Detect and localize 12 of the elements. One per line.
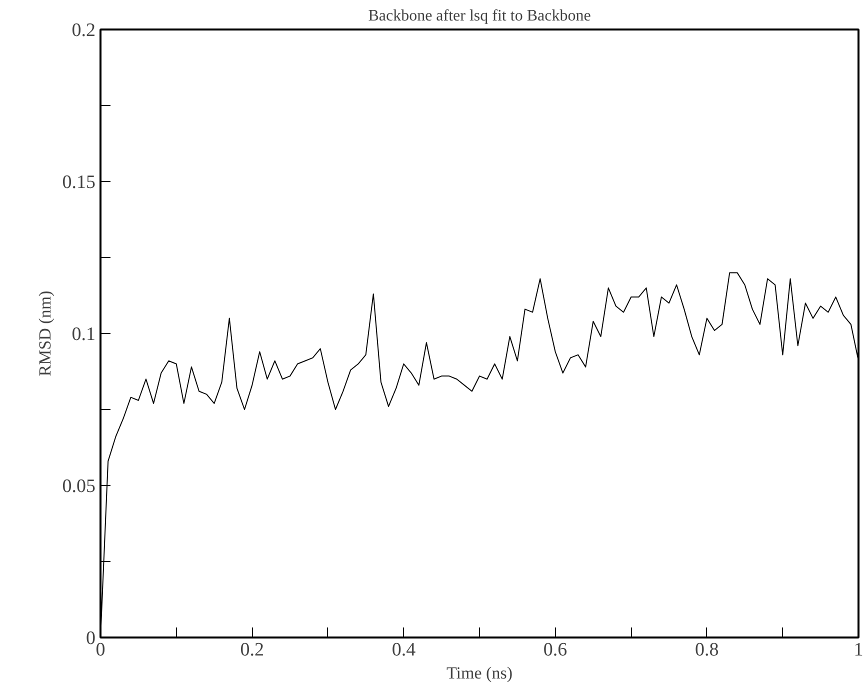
x-axis-title: Time (ns) xyxy=(446,664,512,682)
y-tick-label: 0.05 xyxy=(62,476,96,497)
chart-title: Backbone after lsq fit to Backbone xyxy=(368,8,591,24)
x-tick-label: 0.4 xyxy=(392,640,416,660)
x-tick-label: 0.8 xyxy=(695,640,719,660)
y-tick-label: 0.1 xyxy=(72,324,96,345)
y-tick-label: 0.2 xyxy=(72,20,96,41)
y-axis-title: RMSD (nm) xyxy=(35,290,54,376)
x-tick-label: 0.6 xyxy=(543,640,568,660)
x-tick-label: 0.2 xyxy=(240,640,264,660)
x-tick-label: 1 xyxy=(854,640,864,660)
y-tick-label: 0.15 xyxy=(62,172,96,193)
